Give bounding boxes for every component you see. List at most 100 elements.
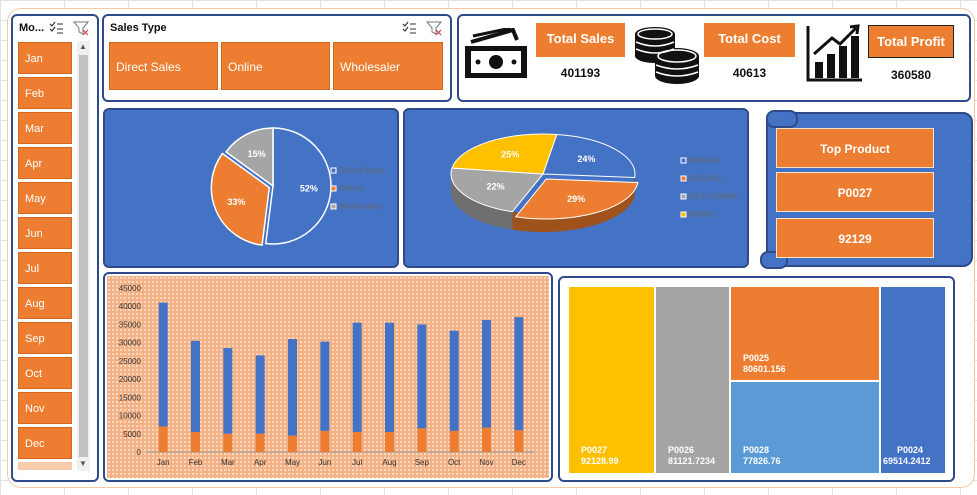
- legend-item: NEERAJ: [680, 174, 721, 183]
- x-tick-label: Mar: [221, 458, 235, 467]
- month-item-feb[interactable]: Feb: [18, 77, 72, 109]
- sales-type-wholesaler[interactable]: Wholesaler: [333, 42, 443, 90]
- pie-data-label: 25%: [501, 150, 519, 160]
- pie-data-label: 29%: [567, 194, 585, 204]
- legend-label: NEERAJ: [689, 174, 721, 183]
- salesperson-pie-panel: 24% 29% 22% 25% MOHAN NEERAJ RAJ KUMAR RINKU: [403, 108, 749, 268]
- legend-item: MOHAN: [680, 156, 719, 165]
- sales-type-direct-sales[interactable]: Direct Sales: [109, 42, 218, 90]
- pie-slice-neeraj: [514, 178, 639, 220]
- pie-slice-direct-sales: [264, 127, 332, 245]
- month-item-may[interactable]: May: [18, 182, 72, 214]
- legend-swatch: [680, 193, 687, 200]
- treemap-value: 69514.2412: [883, 456, 931, 466]
- month-item-apr[interactable]: Apr: [18, 147, 72, 179]
- clear-filter-icon[interactable]: [426, 20, 442, 36]
- treemap-tile-p0028: P0028 77826.76: [730, 381, 880, 474]
- multi-select-icon[interactable]: [401, 20, 417, 36]
- legend-swatch: [680, 211, 687, 218]
- x-tick-label: Apr: [254, 458, 267, 467]
- treemap-product: P0028: [743, 445, 770, 455]
- bar-segment: [158, 426, 168, 452]
- pie-data-label: 15%: [248, 149, 266, 159]
- treemap-tile-p0026: P0026 81121.7234: [655, 286, 730, 474]
- treemap-tile-p0025: P0025 80601.156: [730, 286, 880, 381]
- salesperson-pie-chart: 24% 29% 22% 25% MOHAN NEERAJ RAJ KUMAR RINKU: [450, 133, 737, 232]
- bar-growth-icon: [806, 24, 862, 82]
- y-tick-label: 40000: [119, 302, 142, 311]
- bar-segment: [385, 431, 394, 452]
- month-slicer-title: Mo...: [19, 22, 45, 34]
- y-tick-label: 15000: [119, 393, 142, 402]
- pie-slice-wholesaler: [225, 127, 274, 188]
- bar-segment: [482, 427, 491, 452]
- bar-segment: [288, 435, 297, 452]
- bar-segment: [158, 302, 168, 427]
- month-item-mar[interactable]: Mar: [18, 112, 72, 144]
- bar-segment: [482, 320, 491, 428]
- total-cost-label: Total Cost: [704, 23, 795, 57]
- legend-swatch: [330, 185, 337, 192]
- month-item-sep[interactable]: Sep: [18, 322, 72, 354]
- pie-data-label: 52%: [300, 183, 318, 193]
- y-tick-label: 10000: [119, 412, 142, 421]
- multi-select-icon[interactable]: [48, 20, 64, 36]
- month-item-jun[interactable]: Jun: [18, 217, 72, 249]
- coins-icon: [635, 27, 699, 84]
- scroll-down-icon[interactable]: ▼: [79, 459, 87, 468]
- bar-segment: [385, 322, 394, 432]
- pie-data-label: 24%: [577, 154, 595, 164]
- month-item-oct[interactable]: Oct: [18, 357, 72, 389]
- legend-label: MOHAN: [689, 156, 719, 165]
- clear-filter-icon[interactable]: [73, 20, 89, 36]
- month-item-jan[interactable]: Jan: [18, 42, 72, 74]
- month-item-nov[interactable]: Nov: [18, 392, 72, 424]
- bar-segment: [191, 431, 200, 452]
- legend-item: RAJ KUMAR: [680, 192, 737, 201]
- pie-slice-raj-kumar: [450, 167, 544, 213]
- top-product-id: P0027: [776, 172, 934, 212]
- pie-slice-online: [210, 152, 271, 246]
- y-tick-label: 35000: [119, 320, 142, 329]
- monthly-bar-chart: 0 5000 10000 15000 20000 25000 30000 35000 40000…: [119, 284, 535, 467]
- legend-label: RAJ KUMAR: [689, 192, 737, 201]
- legend-item: Direct Sales: [330, 166, 385, 175]
- pie-data-label: 33%: [227, 197, 245, 207]
- treemap-label: P0026 81121.7234: [668, 445, 715, 467]
- treemap-product: P0026: [668, 445, 695, 455]
- treemap-value: 81121.7234: [668, 456, 716, 466]
- bar-segment: [417, 428, 427, 452]
- total-profit-label: Total Profit: [868, 25, 954, 58]
- scrollbar-thumb[interactable]: [79, 55, 88, 457]
- pie-slice-side: [451, 174, 513, 230]
- month-item-jul[interactable]: Jul: [18, 252, 72, 284]
- legend-swatch: [680, 175, 687, 182]
- treemap-label: P0028 77826.76: [743, 445, 781, 467]
- month-scrollbar[interactable]: ▲ ▼: [77, 41, 90, 471]
- treemap-product: P0024: [897, 445, 924, 455]
- pie-slice-rinku: [451, 133, 558, 175]
- treemap-label: P0027 92128.99: [581, 445, 619, 467]
- y-tick-label: 25000: [119, 357, 142, 366]
- total-cost-value: 40613: [732, 66, 767, 80]
- monthly-bar-panel: 0 5000 10000 15000 20000 25000 30000 35000 40000…: [103, 272, 553, 482]
- legend-item: RINKU: [680, 210, 715, 219]
- treemap-tile-p0024: P0024 69514.2412: [880, 286, 946, 474]
- x-tick-label: Dec: [512, 458, 526, 467]
- legend-label: RINKU: [689, 210, 715, 219]
- bar-segment: [352, 322, 362, 432]
- bar-segment: [320, 430, 330, 452]
- total-profit-value: 360580: [890, 68, 932, 82]
- bar-segment: [514, 430, 524, 452]
- sales-type-online[interactable]: Online: [221, 42, 330, 90]
- x-tick-label: Oct: [448, 458, 461, 467]
- total-sales-label: Total Sales: [536, 23, 625, 57]
- bar-segment: [255, 355, 265, 434]
- scroll-up-icon[interactable]: ▲: [79, 42, 87, 51]
- sales-type-pie-panel: 52% 33% 15% Direct Sales Online Wholesaler: [103, 108, 399, 268]
- pie-data-label: 22%: [487, 181, 505, 191]
- bar-segment: [514, 317, 524, 431]
- x-tick-label: Sep: [415, 458, 430, 467]
- month-item-dec[interactable]: Dec: [18, 427, 72, 459]
- month-item-aug[interactable]: Aug: [18, 287, 72, 319]
